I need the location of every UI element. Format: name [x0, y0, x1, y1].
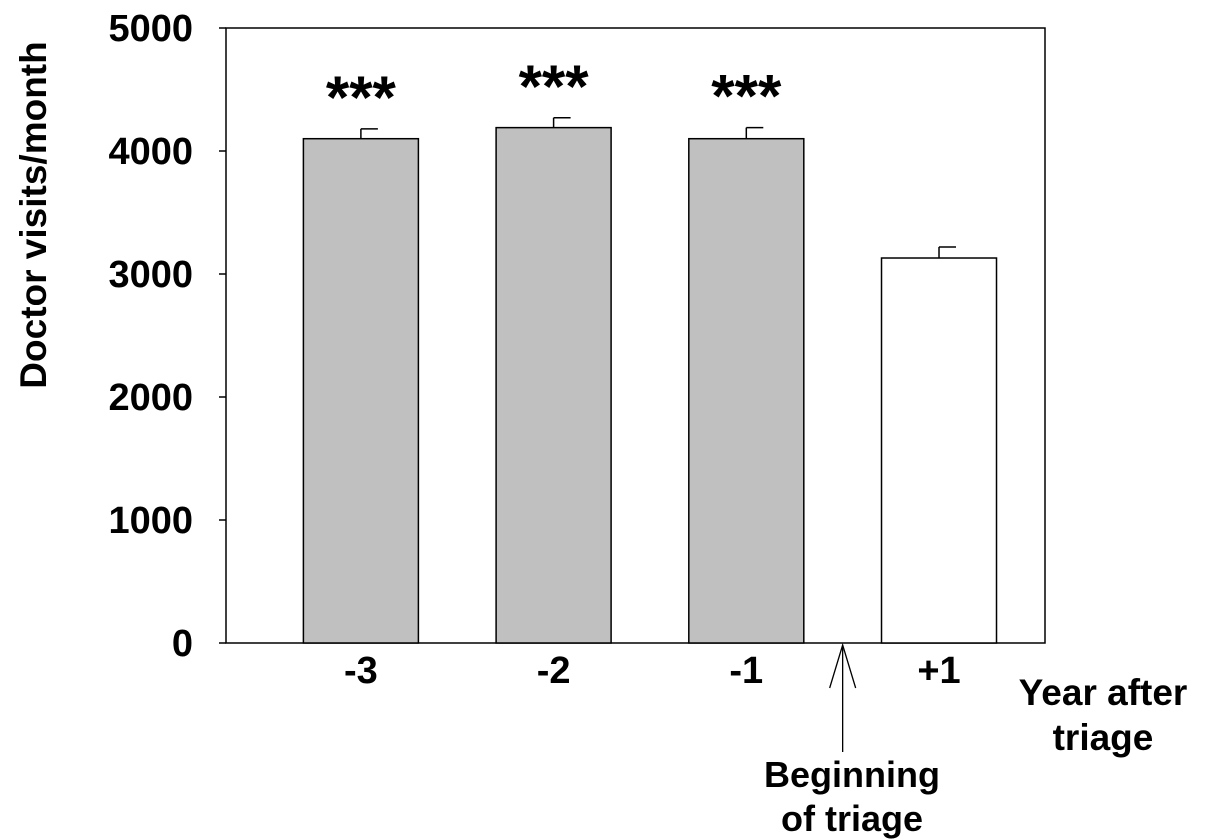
y-tick-label-2: 1000 [108, 500, 193, 542]
bar-1 [302, 137, 420, 644]
beginning-arrow-icon [829, 642, 857, 752]
x-tick-label-1: -3 [344, 650, 378, 692]
y-axis-title: Doctor visits/month [13, 41, 54, 388]
significance-group: *** *** *** [326, 53, 782, 131]
significance-label-2: *** [519, 53, 590, 120]
y-tick-label-3: 2000 [108, 377, 193, 419]
x-axis-title-line-2: triage [1053, 717, 1154, 758]
error-bars-group [360, 117, 957, 259]
annotation-line-1: Beginning [764, 754, 940, 795]
y-tick-label-4: 3000 [108, 254, 193, 296]
significance-label-3: *** [711, 63, 782, 130]
bar-3 [688, 137, 805, 644]
x-tick-label-2: -2 [537, 650, 571, 692]
x-ticks-group: -3 -2 -1 +1 [344, 650, 961, 692]
annotation-line-2: of triage [781, 798, 923, 839]
bar-2 [495, 126, 612, 644]
x-tick-label-3: -1 [729, 650, 763, 692]
x-axis-title-line-1: Year after [1019, 672, 1188, 713]
significance-label-1: *** [326, 64, 397, 131]
x-tick-label-4: +1 [917, 650, 960, 692]
y-tick-label-1: 0 [172, 623, 193, 665]
bar-4 [880, 257, 998, 644]
annotation-arrow-head [829, 642, 857, 689]
plot-frame-group [225, 27, 1046, 644]
bars-group [302, 126, 998, 644]
y-ticks-group: 0 1000 2000 3000 4000 5000 [108, 8, 226, 665]
y-tick-label-5: 4000 [108, 131, 193, 173]
plot-area-frame [225, 27, 1046, 644]
y-tick-label-6: 5000 [108, 8, 193, 50]
